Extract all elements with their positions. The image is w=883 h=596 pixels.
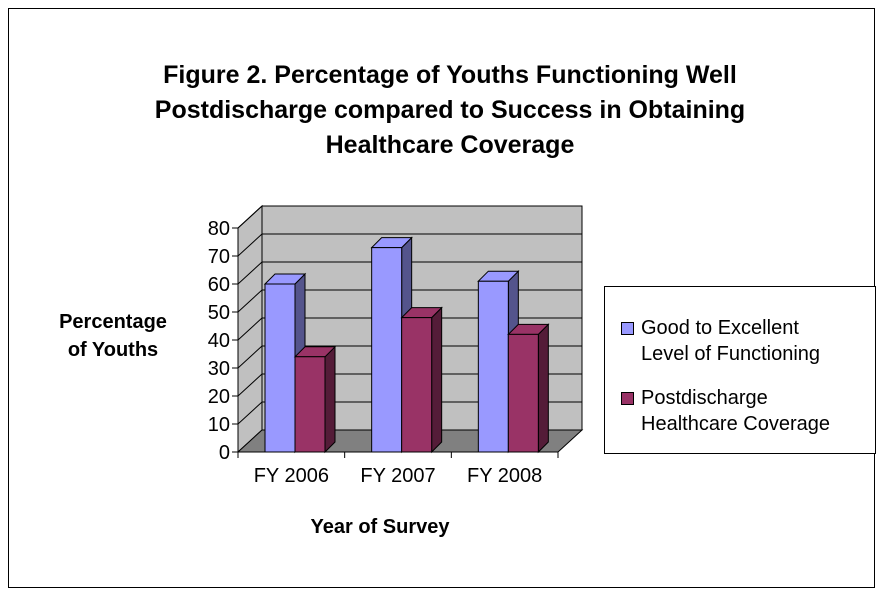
bar [507, 323, 550, 454]
legend-label-functioning-line-2: Level of Functioning [641, 343, 821, 365]
gridline-side [237, 261, 263, 285]
legend-item-coverage: Postdischarge Healthcare Coverage [621, 385, 881, 437]
chart-title-line-1: Figure 2. Percentage of Youths Functioni… [163, 61, 737, 89]
gridline-side [237, 205, 263, 229]
y-tick-label: 70 [208, 246, 230, 268]
y-axis-label-line-1: Percentage [59, 311, 167, 333]
y-tick-label: 30 [208, 358, 230, 380]
gridline-side [237, 233, 263, 257]
gridline-side [237, 373, 263, 397]
bar-side [431, 306, 443, 454]
gridline-side [237, 289, 263, 313]
bar-front [264, 283, 296, 453]
legend-label-functioning-line-1: Good to Excellent [641, 317, 799, 339]
y-tick-label: 50 [208, 302, 230, 324]
y-tick-label: 10 [208, 414, 230, 436]
legend-label-coverage-line-2: Healthcare Coverage [641, 413, 830, 435]
legend: Good to Excellent Level of Functioning P… [604, 286, 876, 454]
y-axis-label-line-2: of Youths [67, 339, 159, 361]
bar-front [507, 333, 539, 453]
gridline-side [237, 345, 263, 369]
legend-swatch-functioning [621, 322, 634, 335]
chart-title: Figure 2. Percentage of Youths Functioni… [60, 58, 840, 163]
legend-swatch-coverage [621, 392, 634, 405]
y-tick-label: 80 [208, 218, 230, 240]
bar-front [477, 280, 509, 453]
gridline-side [237, 401, 263, 425]
gridline-side [237, 317, 263, 341]
bar-side [324, 345, 336, 454]
bar [293, 345, 337, 454]
bar-side [537, 323, 549, 454]
legend-item-functioning: Good to Excellent Level of Functioning [621, 315, 881, 367]
bar-front [401, 317, 433, 453]
y-tick-label: 60 [208, 274, 230, 296]
x-tick-label: FY 2008 [467, 465, 542, 487]
x-tick-label: FY 2007 [360, 465, 435, 487]
chart-title-line-2: Postdischarge compared to Success in Obt… [154, 96, 746, 124]
bar [400, 306, 443, 454]
x-tick-label: FY 2006 [254, 465, 329, 487]
legend-label-coverage-line-1: Postdischarge [641, 387, 768, 409]
y-tick-label: 0 [219, 442, 230, 464]
y-axis-label: Percentage of Youths [28, 308, 198, 364]
y-tick-label: 40 [208, 330, 230, 352]
x-axis-label: Year of Survey [310, 516, 450, 538]
y-tick-label: 20 [208, 386, 230, 408]
bar-front [294, 356, 326, 453]
bar-front [371, 247, 403, 453]
chart-title-line-3: Healthcare Coverage [325, 131, 575, 159]
